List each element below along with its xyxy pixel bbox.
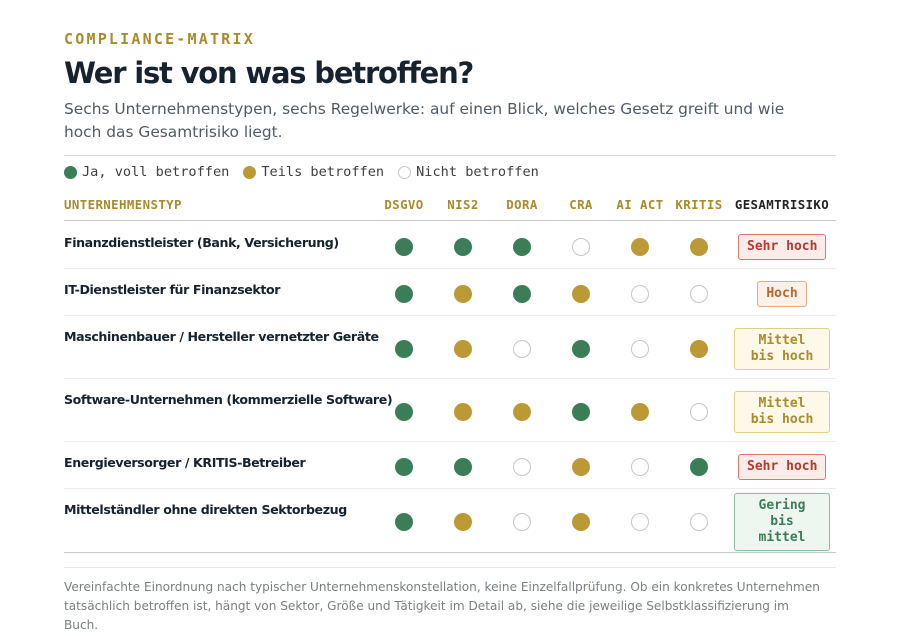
row-divider bbox=[64, 315, 836, 316]
none-status-dot-icon bbox=[572, 237, 590, 256]
partial-status-dot-icon bbox=[454, 339, 472, 358]
partial-status-dot-icon bbox=[631, 237, 649, 256]
none-status-dot-icon bbox=[631, 284, 649, 303]
full-status-dot-icon bbox=[395, 284, 413, 303]
full-status-dot-icon bbox=[454, 237, 472, 256]
legend-item-none: Nicht betroffen bbox=[398, 164, 539, 180]
none-status-dot-icon bbox=[513, 457, 531, 476]
full-status-dot-icon bbox=[513, 237, 531, 256]
partial-status-dot-icon bbox=[513, 402, 531, 421]
partial-status-dot-icon bbox=[572, 513, 590, 531]
row-label: Mittelständler ohne direkten Sektorbezug bbox=[64, 502, 347, 517]
table-row: IT-Dienstleister für Finanzsektor Hoch bbox=[64, 268, 836, 316]
none-status-dot-icon bbox=[398, 165, 412, 179]
row-label: Software-Unternehmen (kommerzielle Softw… bbox=[64, 392, 393, 407]
none-status-dot-icon bbox=[690, 284, 708, 303]
legend-label: Ja, voll betroffen bbox=[82, 164, 230, 180]
full-status-dot-icon bbox=[572, 402, 590, 421]
partial-status-dot-icon bbox=[454, 402, 472, 421]
column-header-kritis: KRITIS bbox=[675, 197, 723, 212]
partial-status-dot-icon bbox=[690, 237, 708, 256]
row-label: Finanzdienstleister (Bank, Versicherung) bbox=[64, 235, 339, 250]
page-title: Wer ist von was betroffen? bbox=[64, 56, 474, 90]
full-status-dot-icon bbox=[395, 339, 413, 358]
row-label: Maschinenbauer / Hersteller vernetzter G… bbox=[64, 329, 379, 344]
full-status-dot-icon bbox=[395, 457, 413, 476]
risk-badge: Sehr hoch bbox=[738, 453, 826, 480]
row-label: Energieversorger / KRITIS-Betreiber bbox=[64, 455, 306, 470]
row-divider bbox=[64, 488, 836, 489]
legend: Ja, voll betroffen Teils betroffen Nicht… bbox=[64, 164, 553, 180]
column-header-type: UNTERNEHMENSTYP bbox=[64, 197, 182, 212]
legend-label: Nicht betroffen bbox=[416, 164, 539, 180]
column-header-cra: CRA bbox=[569, 197, 593, 212]
partial-status-dot-icon bbox=[572, 457, 590, 476]
legend-item-full: Ja, voll betroffen bbox=[64, 164, 229, 180]
legend-item-partial: Teils betroffen bbox=[243, 164, 384, 180]
none-status-dot-icon bbox=[631, 457, 649, 476]
risk-badge: Hoch bbox=[757, 280, 807, 307]
risk-badge: Mittel bis hoch bbox=[734, 390, 830, 433]
risk-badge: Gering bis mittel bbox=[734, 493, 830, 551]
partial-status-dot-icon bbox=[243, 165, 257, 179]
none-status-dot-icon bbox=[631, 339, 649, 358]
column-header-nis2: NIS2 bbox=[447, 197, 479, 212]
full-status-dot-icon bbox=[690, 457, 708, 476]
column-header-dsgvo: DSGVO bbox=[384, 197, 424, 212]
risk-badge: Sehr hoch bbox=[738, 233, 826, 260]
none-status-dot-icon bbox=[513, 339, 531, 358]
row-divider bbox=[64, 441, 836, 442]
footnote: Vereinfachte Einordnung nach typischer U… bbox=[64, 580, 820, 632]
column-header-dora: DORA bbox=[506, 197, 538, 212]
legend-label: Teils betroffen bbox=[261, 164, 385, 180]
full-status-dot-icon bbox=[64, 165, 77, 179]
table-row: Maschinenbauer / Hersteller vernetzter G… bbox=[64, 315, 836, 379]
divider-footnote bbox=[64, 567, 836, 568]
row-label: IT-Dienstleister für Finanzsektor bbox=[64, 282, 281, 297]
table-row: Mittelständler ohne direkten Sektorbezug… bbox=[64, 488, 836, 552]
column-header-ai-act: AI ACT bbox=[616, 197, 664, 212]
partial-status-dot-icon bbox=[572, 284, 590, 303]
row-divider bbox=[64, 268, 836, 269]
eyebrow-label: COMPLIANCE-MATRIX bbox=[64, 30, 255, 48]
partial-status-dot-icon bbox=[631, 402, 649, 421]
full-status-dot-icon bbox=[454, 457, 472, 476]
full-status-dot-icon bbox=[572, 339, 590, 358]
table-row: Software-Unternehmen (kommerzielle Softw… bbox=[64, 378, 836, 442]
none-status-dot-icon bbox=[690, 513, 708, 531]
page-subtitle: Sechs Unternehmenstypen, sechs Regelwerk… bbox=[64, 100, 785, 141]
table-row: Energieversorger / KRITIS-Betreiber Sehr … bbox=[64, 441, 836, 489]
divider-bottom bbox=[64, 552, 836, 553]
none-status-dot-icon bbox=[690, 402, 708, 421]
row-divider bbox=[64, 378, 836, 379]
full-status-dot-icon bbox=[395, 513, 413, 531]
none-status-dot-icon bbox=[631, 513, 649, 531]
risk-badge: Mittel bis hoch bbox=[734, 327, 830, 370]
partial-status-dot-icon bbox=[454, 284, 472, 303]
full-status-dot-icon bbox=[395, 237, 413, 256]
full-status-dot-icon bbox=[513, 284, 531, 303]
header-divider bbox=[64, 220, 836, 221]
partial-status-dot-icon bbox=[690, 339, 708, 358]
column-header-total-risk: GESAMTRISIKO bbox=[734, 197, 830, 212]
none-status-dot-icon bbox=[513, 513, 531, 531]
partial-status-dot-icon bbox=[454, 513, 472, 531]
full-status-dot-icon bbox=[395, 402, 413, 421]
table-row: Finanzdienstleister (Bank, Versicherung)… bbox=[64, 221, 836, 269]
divider-top bbox=[64, 155, 836, 156]
